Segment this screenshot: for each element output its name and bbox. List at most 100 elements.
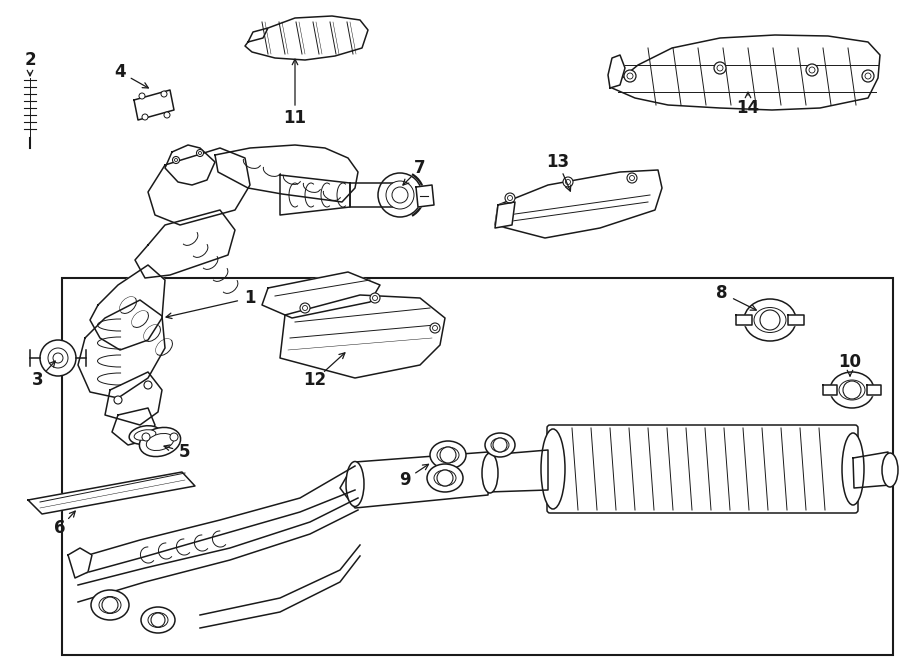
Polygon shape bbox=[245, 16, 368, 60]
Circle shape bbox=[114, 396, 122, 404]
Polygon shape bbox=[148, 148, 250, 225]
Polygon shape bbox=[135, 210, 235, 278]
Circle shape bbox=[508, 195, 512, 201]
FancyBboxPatch shape bbox=[547, 425, 858, 513]
Polygon shape bbox=[488, 450, 548, 492]
Polygon shape bbox=[788, 315, 804, 325]
Polygon shape bbox=[200, 545, 360, 628]
Ellipse shape bbox=[346, 461, 364, 506]
Text: 13: 13 bbox=[546, 153, 570, 171]
Circle shape bbox=[161, 91, 167, 97]
Circle shape bbox=[151, 613, 165, 627]
Ellipse shape bbox=[482, 453, 498, 493]
Circle shape bbox=[164, 112, 170, 118]
Circle shape bbox=[437, 470, 453, 486]
Ellipse shape bbox=[434, 470, 456, 486]
Circle shape bbox=[714, 62, 726, 74]
Circle shape bbox=[809, 67, 815, 73]
Text: 6: 6 bbox=[54, 519, 66, 537]
Circle shape bbox=[173, 156, 179, 164]
Polygon shape bbox=[112, 408, 155, 445]
Ellipse shape bbox=[541, 429, 565, 509]
Polygon shape bbox=[262, 272, 380, 318]
Ellipse shape bbox=[485, 433, 515, 457]
Text: 4: 4 bbox=[114, 63, 126, 81]
Circle shape bbox=[378, 173, 422, 217]
Polygon shape bbox=[78, 466, 355, 575]
Text: 12: 12 bbox=[303, 371, 327, 389]
Circle shape bbox=[865, 73, 871, 79]
Circle shape bbox=[142, 433, 150, 441]
Circle shape bbox=[624, 70, 636, 82]
Ellipse shape bbox=[91, 590, 129, 620]
Text: 2: 2 bbox=[24, 51, 36, 69]
Text: 14: 14 bbox=[736, 99, 760, 117]
Polygon shape bbox=[495, 170, 662, 238]
Polygon shape bbox=[853, 452, 890, 488]
Polygon shape bbox=[340, 452, 490, 508]
Circle shape bbox=[142, 114, 148, 120]
Polygon shape bbox=[736, 315, 752, 325]
Polygon shape bbox=[248, 28, 268, 42]
Polygon shape bbox=[867, 385, 881, 395]
Polygon shape bbox=[350, 183, 398, 207]
Ellipse shape bbox=[427, 464, 463, 492]
Circle shape bbox=[370, 293, 380, 303]
Circle shape bbox=[563, 177, 573, 187]
Bar bbox=[62, 278, 893, 655]
Ellipse shape bbox=[134, 430, 156, 440]
Circle shape bbox=[196, 150, 203, 156]
Polygon shape bbox=[610, 35, 880, 110]
Text: 9: 9 bbox=[400, 471, 410, 489]
Circle shape bbox=[175, 158, 177, 162]
Text: 10: 10 bbox=[839, 353, 861, 371]
Circle shape bbox=[862, 70, 874, 82]
Circle shape bbox=[505, 193, 515, 203]
Polygon shape bbox=[165, 145, 215, 185]
Polygon shape bbox=[823, 385, 837, 395]
Polygon shape bbox=[68, 548, 92, 578]
Ellipse shape bbox=[839, 380, 865, 400]
Polygon shape bbox=[28, 472, 195, 514]
Circle shape bbox=[629, 175, 634, 181]
Polygon shape bbox=[608, 55, 625, 88]
Circle shape bbox=[806, 64, 818, 76]
Polygon shape bbox=[78, 300, 165, 398]
Ellipse shape bbox=[141, 607, 175, 633]
Ellipse shape bbox=[99, 596, 121, 614]
Circle shape bbox=[565, 179, 571, 185]
Text: 5: 5 bbox=[179, 443, 191, 461]
Ellipse shape bbox=[437, 447, 459, 463]
Circle shape bbox=[493, 438, 507, 452]
Polygon shape bbox=[134, 90, 174, 120]
Circle shape bbox=[760, 310, 780, 330]
Circle shape bbox=[440, 447, 456, 463]
Text: 3: 3 bbox=[32, 371, 44, 389]
Ellipse shape bbox=[140, 428, 181, 457]
Circle shape bbox=[139, 93, 145, 99]
Ellipse shape bbox=[744, 299, 796, 341]
Ellipse shape bbox=[491, 438, 509, 452]
Polygon shape bbox=[280, 295, 445, 378]
Circle shape bbox=[53, 353, 63, 363]
Text: 7: 7 bbox=[414, 159, 426, 177]
Polygon shape bbox=[215, 145, 358, 202]
Ellipse shape bbox=[754, 308, 786, 332]
Polygon shape bbox=[416, 185, 434, 207]
Circle shape bbox=[717, 65, 723, 71]
Circle shape bbox=[102, 597, 118, 613]
Text: 11: 11 bbox=[284, 109, 307, 127]
Circle shape bbox=[373, 295, 377, 301]
Circle shape bbox=[386, 181, 414, 209]
Ellipse shape bbox=[882, 453, 898, 487]
Circle shape bbox=[302, 305, 308, 310]
Ellipse shape bbox=[830, 372, 874, 408]
Polygon shape bbox=[495, 202, 515, 228]
Polygon shape bbox=[78, 498, 358, 602]
Polygon shape bbox=[90, 265, 165, 350]
Circle shape bbox=[627, 173, 637, 183]
Circle shape bbox=[300, 303, 310, 313]
Ellipse shape bbox=[147, 434, 174, 451]
Text: 8: 8 bbox=[716, 284, 728, 302]
Polygon shape bbox=[105, 372, 162, 425]
